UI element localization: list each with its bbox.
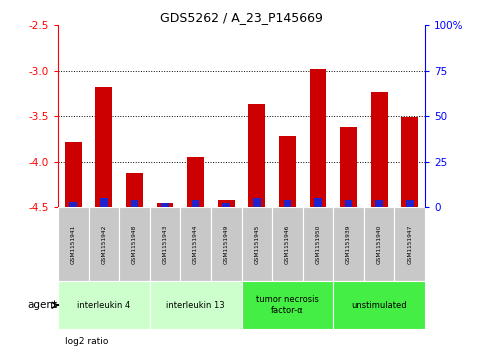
Text: GSM1151946: GSM1151946 <box>285 225 290 264</box>
Bar <box>187 157 204 207</box>
Bar <box>130 200 138 207</box>
Text: GSM1151942: GSM1151942 <box>101 225 106 264</box>
Bar <box>279 136 296 207</box>
Bar <box>218 200 235 207</box>
Text: tumor necrosis
factor-α: tumor necrosis factor-α <box>256 295 319 315</box>
Bar <box>364 207 395 281</box>
Bar <box>161 203 169 207</box>
Bar <box>150 207 180 281</box>
Text: GSM1151948: GSM1151948 <box>132 225 137 264</box>
Text: GSM1151944: GSM1151944 <box>193 225 198 264</box>
Bar <box>180 207 211 281</box>
Text: interleukin 13: interleukin 13 <box>166 301 225 310</box>
Bar <box>156 203 173 207</box>
Bar <box>119 207 150 281</box>
Bar <box>401 117 418 207</box>
Bar <box>284 200 291 207</box>
Bar <box>314 198 322 207</box>
Bar <box>242 207 272 281</box>
Bar <box>395 207 425 281</box>
Bar <box>211 207 242 281</box>
Text: GSM1151940: GSM1151940 <box>377 225 382 264</box>
Bar <box>58 207 88 281</box>
Bar <box>192 200 199 207</box>
Bar <box>100 198 108 207</box>
Text: GSM1151943: GSM1151943 <box>162 225 168 264</box>
Text: agent: agent <box>28 300 58 310</box>
Bar <box>303 207 333 281</box>
Text: interleukin 4: interleukin 4 <box>77 301 130 310</box>
Bar <box>310 69 327 207</box>
Bar <box>126 172 143 207</box>
Text: GSM1151945: GSM1151945 <box>254 225 259 264</box>
Bar <box>333 281 425 329</box>
Bar <box>333 207 364 281</box>
Bar <box>70 201 77 207</box>
Bar <box>248 105 265 207</box>
Bar <box>65 142 82 207</box>
Bar <box>88 207 119 281</box>
Title: GDS5262 / A_23_P145669: GDS5262 / A_23_P145669 <box>160 11 323 24</box>
Text: GSM1151950: GSM1151950 <box>315 225 321 264</box>
Text: GSM1151947: GSM1151947 <box>407 225 412 264</box>
Text: GSM1151941: GSM1151941 <box>71 225 76 264</box>
Bar <box>272 207 303 281</box>
Bar <box>150 281 242 329</box>
Bar <box>340 127 357 207</box>
Bar <box>222 203 230 207</box>
Bar <box>58 281 150 329</box>
Bar <box>345 200 353 207</box>
Bar <box>371 92 387 207</box>
Bar <box>406 200 413 207</box>
Text: log2 ratio: log2 ratio <box>65 337 108 346</box>
Bar <box>253 198 261 207</box>
Text: GSM1151949: GSM1151949 <box>224 225 229 264</box>
Bar <box>96 87 112 207</box>
Bar <box>242 281 333 329</box>
Text: unstimulated: unstimulated <box>351 301 407 310</box>
Bar <box>375 200 383 207</box>
Text: GSM1151939: GSM1151939 <box>346 225 351 264</box>
